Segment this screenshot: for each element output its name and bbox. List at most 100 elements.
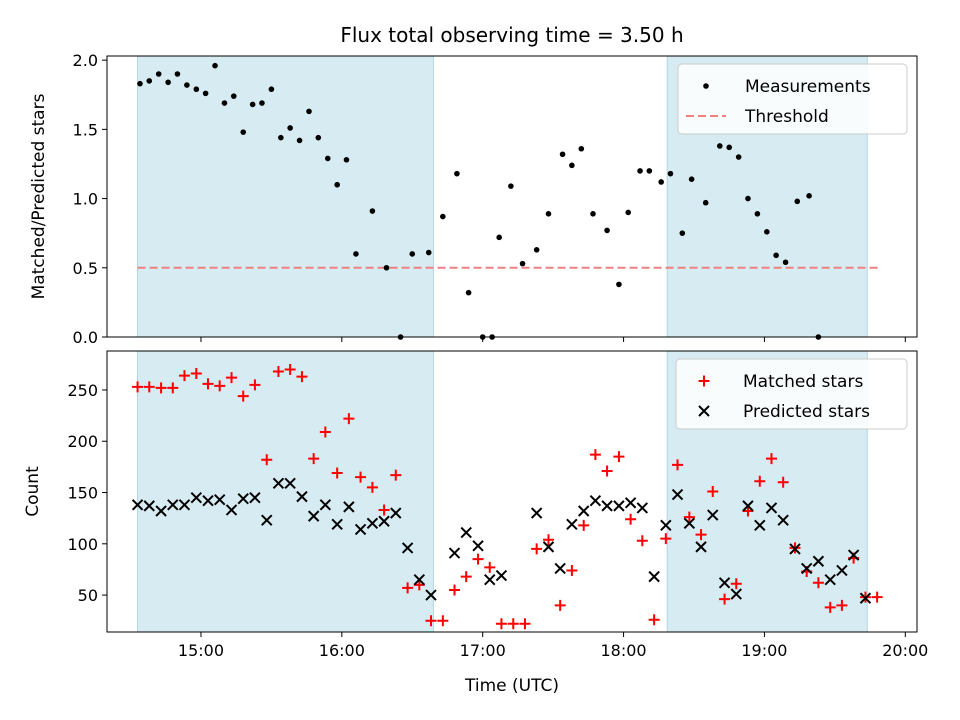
- measurement-point: [454, 170, 460, 177]
- matched-star-point: [226, 372, 238, 384]
- predicted-star-point: [190, 491, 203, 504]
- predicted-star-point: [777, 514, 789, 526]
- measurement-point: [496, 234, 502, 241]
- measurement-point: [193, 86, 200, 93]
- ratio-panel: 0.00.51.01.52.0 Matched/Predicted stars …: [29, 51, 918, 347]
- y-tick-label: 1.0: [73, 190, 98, 209]
- predicted-star-point: [460, 526, 472, 539]
- matched-star-point: [296, 371, 308, 383]
- measurement-point: [688, 176, 695, 182]
- predicted-star-point: [378, 515, 390, 527]
- matched-star-point: [178, 370, 190, 382]
- y-tick-label: 1.5: [73, 120, 98, 139]
- predicted-star-point: [331, 518, 343, 531]
- predicted-star-points: [131, 477, 872, 604]
- predicted-star-point: [671, 488, 684, 501]
- predicted-star-point: [425, 589, 437, 601]
- measurement-point: [604, 227, 610, 234]
- y-tick-label: 150: [67, 484, 98, 503]
- measurement-point: [409, 251, 416, 257]
- matched-star-point: [542, 534, 554, 546]
- measurement-point: [249, 101, 256, 108]
- predicted-star-point: [695, 541, 707, 553]
- measurement-point: [578, 145, 585, 152]
- measurement-point: [324, 155, 331, 162]
- predicted-star-point: [237, 492, 249, 505]
- matched-star-point: [754, 475, 766, 487]
- predicted-star-point: [213, 493, 226, 506]
- matched-star-point: [777, 476, 789, 488]
- predicted-star-point: [413, 573, 426, 586]
- predicted-star-point: [707, 509, 719, 521]
- predicted-star-point: [366, 517, 379, 529]
- measurement-point: [343, 157, 350, 163]
- legend-box: [677, 63, 908, 135]
- matched-star-point: [554, 599, 566, 611]
- matched-star-point: [366, 481, 378, 493]
- measurement-point: [425, 249, 432, 256]
- measurement-point: [174, 71, 181, 77]
- measurement-point: [745, 195, 751, 202]
- predicted-star-point: [683, 517, 696, 529]
- predicted-star-point: [765, 502, 778, 514]
- measurement-point: [545, 211, 552, 217]
- measurement-point: [184, 82, 190, 88]
- predicted-star-point: [554, 562, 566, 575]
- matched-star-point: [648, 614, 660, 626]
- predicted-star-point: [343, 501, 355, 513]
- predicted-star-point: [448, 547, 461, 559]
- matched-star-point: [636, 535, 648, 547]
- matched-star-point: [698, 375, 710, 387]
- predicted-star-point: [472, 540, 484, 552]
- measurement-point: [165, 79, 171, 86]
- measurement-point: [735, 154, 742, 160]
- matched-star-point: [730, 578, 742, 590]
- matched-star-point: [155, 382, 167, 394]
- x-tick-label: 18:00: [601, 641, 647, 660]
- matched-star-point: [214, 380, 226, 392]
- measurement-point: [559, 151, 566, 158]
- measurement-point: [773, 252, 779, 259]
- predicted-star-point: [530, 507, 543, 519]
- matched-star-point: [836, 599, 848, 611]
- predicted-star-point: [566, 518, 578, 531]
- y-tick-label: 250: [67, 381, 98, 400]
- predicted-star-point: [167, 499, 179, 511]
- matched-star-point: [683, 511, 695, 523]
- measurement-point: [383, 264, 390, 271]
- y-tick-label: 0.5: [73, 259, 98, 278]
- matched-star-point: [202, 378, 214, 390]
- matched-star-point: [625, 513, 637, 525]
- x-tick-label: 17:00: [460, 641, 506, 660]
- y-tick-label: 100: [67, 535, 98, 554]
- measurement-point: [287, 125, 293, 131]
- matched-star-point: [331, 467, 343, 479]
- predicted-star-point: [718, 577, 731, 589]
- shaded-interval: [137, 55, 434, 338]
- x-axis-label: Time (UTC): [464, 676, 559, 696]
- matched-star-point: [343, 413, 355, 425]
- shaded-interval: [137, 350, 434, 633]
- matched-star-point: [460, 571, 472, 583]
- matched-star-point: [695, 529, 707, 541]
- predicted-star-point: [789, 543, 801, 555]
- measurement-point: [569, 162, 575, 169]
- measurement-point: [259, 100, 265, 106]
- matched-star-point: [190, 368, 202, 380]
- predicted-star-point: [836, 564, 848, 577]
- predicted-star-point: [143, 500, 155, 512]
- measurement-point: [726, 144, 733, 151]
- measurement-point: [465, 289, 472, 296]
- matched-star-point: [167, 382, 179, 394]
- measurement-point: [369, 208, 376, 214]
- predicted-star-point: [648, 570, 660, 583]
- matched-star-points: [132, 363, 883, 630]
- matched-star-point: [707, 486, 719, 497]
- measurement-point: [306, 108, 312, 115]
- matched-star-point: [132, 381, 144, 393]
- matched-star-point: [601, 465, 613, 477]
- measurement-point: [754, 211, 761, 217]
- predicted-star-point: [178, 499, 191, 511]
- predicted-star-point: [495, 569, 508, 582]
- matched-star-point: [765, 453, 777, 465]
